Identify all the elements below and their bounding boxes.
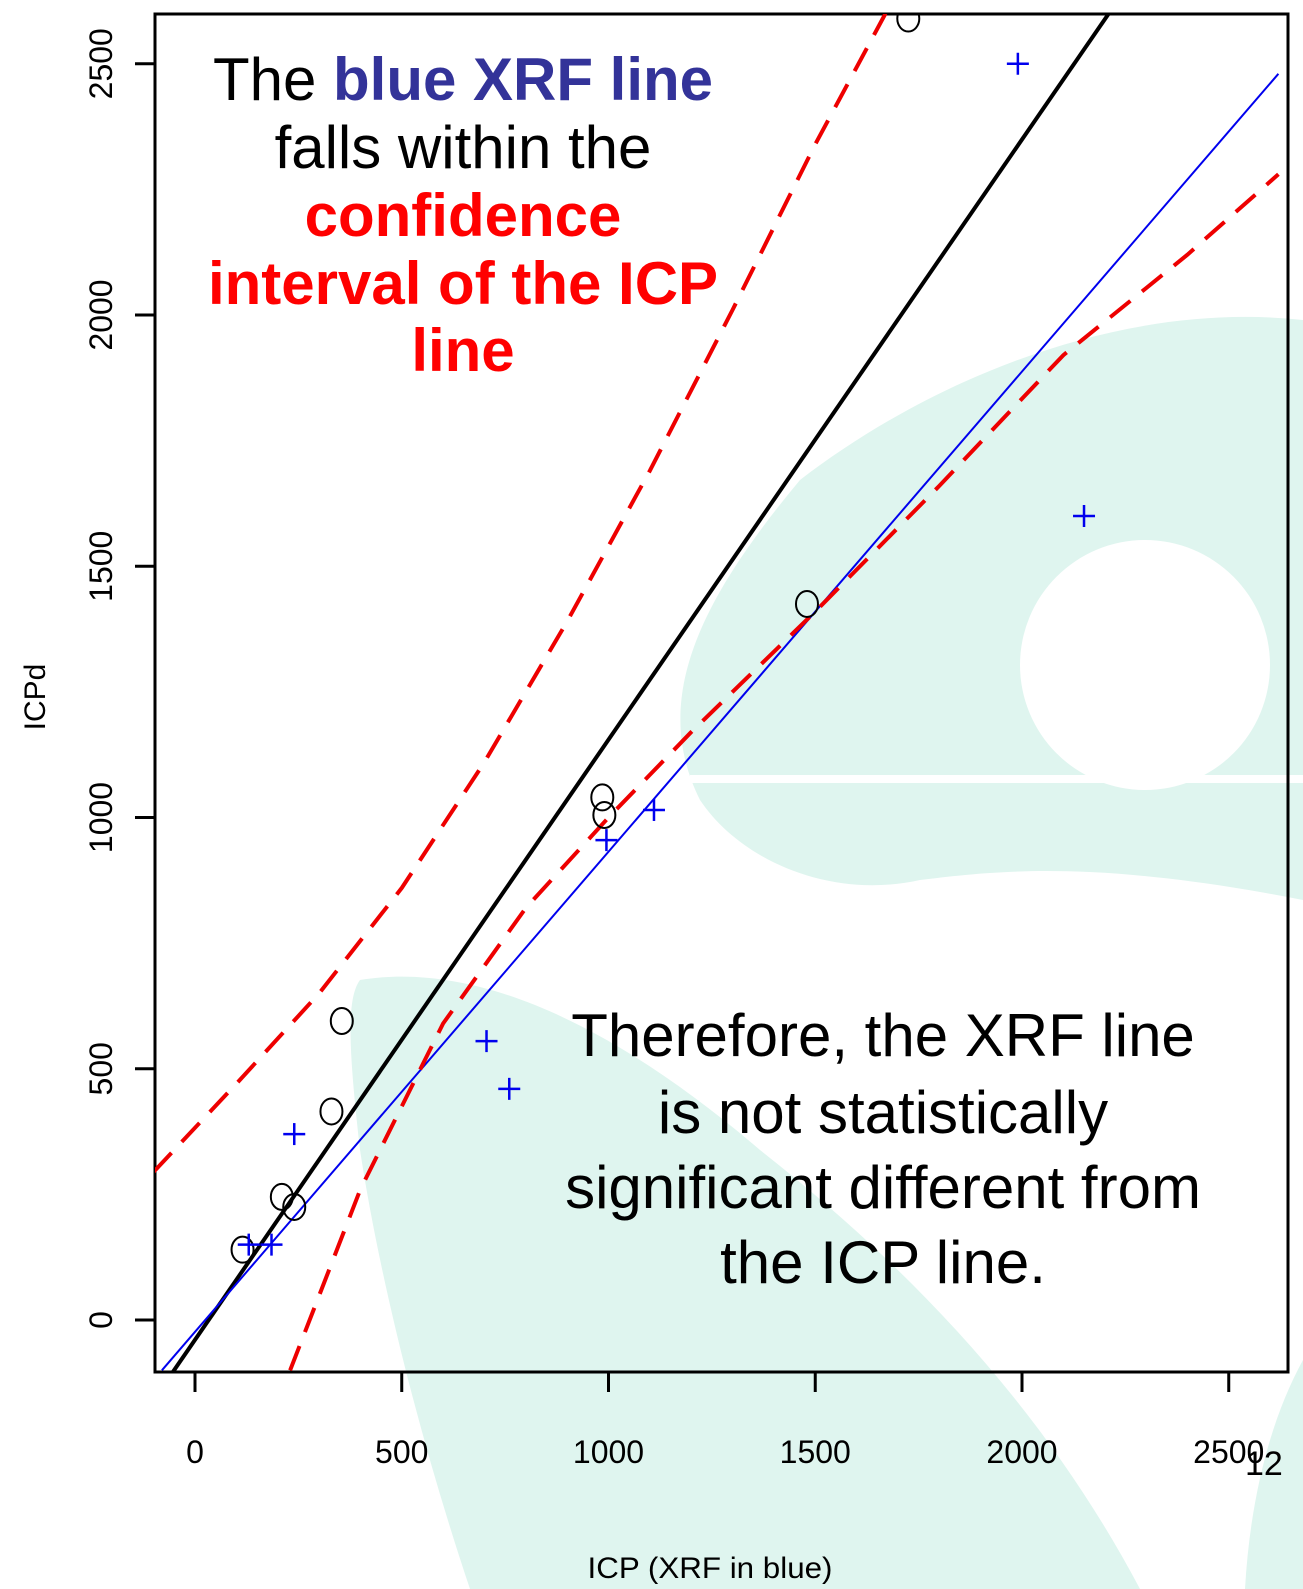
watermark-hole (1020, 540, 1270, 790)
annotation-top-line3: confidence (305, 182, 622, 249)
x-axis-title: ICP (XRF in blue) (588, 1552, 833, 1585)
watermark-tail-shape (350, 976, 1140, 1589)
xrf-point (283, 1123, 306, 1146)
annotation-top-line4: interval of the ICP (208, 250, 718, 317)
xrf-point (1006, 52, 1029, 75)
annotation-bottom-line1: Therefore, the XRF line (571, 1002, 1195, 1069)
x-tick-label: 0 (186, 1434, 204, 1470)
xrf-point (642, 798, 665, 821)
annotation-top-line1: The blue XRF line (213, 46, 713, 113)
annotation-bottom-line4: the ICP line. (720, 1229, 1046, 1296)
confidence-band-line-2 (155, 14, 888, 1174)
icp-point (794, 589, 819, 618)
y-axis: 0 500 1000 1500 2000 2500 (83, 28, 155, 1329)
xrf-point (498, 1077, 521, 1100)
x-axis: 0 500 1000 1500 2000 2500 (186, 1370, 1264, 1470)
annotation-bottom: Therefore, the XRF line is not statistic… (565, 1002, 1201, 1296)
annotation-bottom-line2: is not statistically (658, 1079, 1108, 1146)
x-tick-label: 1000 (573, 1434, 644, 1470)
icp-point (329, 1007, 354, 1036)
y-tick-label: 0 (83, 1311, 119, 1329)
data-points (230, 14, 1096, 1264)
x-tick-label: 2000 (986, 1434, 1057, 1470)
annotation-top-line1-blue: blue XRF line (333, 46, 713, 113)
y-tick-label: 2000 (83, 279, 119, 350)
regression-line-1 (161, 73, 1280, 1371)
watermark-corner-shape (1245, 1360, 1303, 1589)
x-tick-label: 2500 (1193, 1434, 1264, 1470)
icp-point (319, 1097, 344, 1126)
y-tick-label: 2500 (83, 28, 119, 99)
icp-point (896, 14, 921, 33)
x-tick-label: 500 (375, 1434, 428, 1470)
fit-lines (155, 14, 1280, 1372)
icp-point (269, 1182, 294, 1211)
page-number: 12 (1245, 1445, 1283, 1483)
annotation-top-line2: falls within the (275, 114, 652, 181)
annotation-top-line1-pre: The (213, 46, 333, 113)
y-axis-title: ICPd (19, 664, 52, 731)
confidence-band-line-3 (288, 172, 1280, 1372)
xrf-point (475, 1030, 498, 1053)
xrf-point (237, 1233, 260, 1256)
y-tick-label: 1500 (83, 531, 119, 602)
icp-point (592, 800, 617, 829)
background-watermark (350, 316, 1303, 1589)
xrf-point (595, 829, 618, 852)
icp-point (282, 1192, 307, 1221)
icp-point (590, 783, 615, 812)
annotation-bottom-line3: significant different from (565, 1154, 1201, 1221)
xrf-point (1073, 505, 1096, 527)
regression-line-0 (170, 14, 1111, 1372)
y-tick-label: 1000 (83, 782, 119, 853)
icp-point (230, 1235, 255, 1264)
watermark-band (690, 775, 1303, 783)
xrf-point (260, 1233, 283, 1256)
x-tick-label: 1500 (780, 1434, 851, 1470)
y-tick-label: 500 (83, 1042, 119, 1095)
annotation-top-line5: line (411, 317, 514, 384)
annotation-top: The blue XRF line falls within the confi… (208, 46, 718, 384)
